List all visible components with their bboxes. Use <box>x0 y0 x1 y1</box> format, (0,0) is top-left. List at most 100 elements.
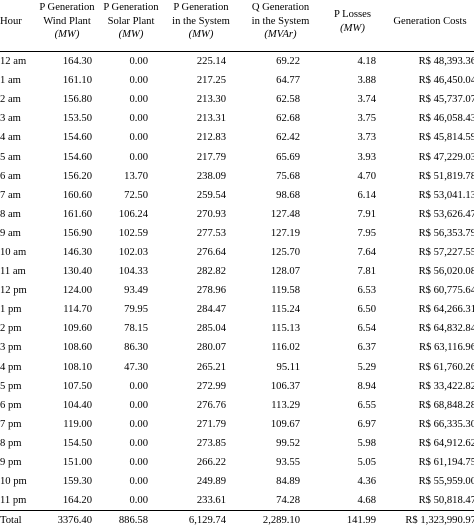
row-wind: 107.50 <box>62 380 92 392</box>
row-cost: R$ 64,266.31 <box>418 304 474 316</box>
table-row: 11 pm 164.20 0.00 233.61 74.28 4.68 R$ 50,818.… <box>0 491 474 511</box>
row-cost: R$ 45,737.07 <box>418 94 474 106</box>
row-losses: 4.70 <box>357 170 376 182</box>
header-wind-plant: P Generation Wind Plant (MW) <box>34 0 100 52</box>
row-q-system: 62.42 <box>276 132 300 144</box>
row-solar: 13.70 <box>124 170 148 182</box>
row-hour: 4 pm <box>0 361 22 373</box>
row-q-system: 65.69 <box>276 151 300 163</box>
row-losses: 3.93 <box>357 151 376 163</box>
header-p-unit: (MW) <box>188 29 214 41</box>
table-row: 9 am 156.90 102.59 277.53 127.19 7.95 R$ 56,35… <box>0 224 474 243</box>
row-p-system: 259.54 <box>196 189 226 201</box>
total-row: Total 3376.40 886.58 6,129.74 2,289.10 1… <box>0 510 474 530</box>
row-hour: 1 am <box>0 75 21 87</box>
row-hour: 10 pm <box>0 476 27 488</box>
table-row: 10 pm 159.30 0.00 249.89 84.89 4.36 R$ 55,959.… <box>0 472 474 491</box>
row-wind: 104.40 <box>62 399 92 411</box>
row-q-system: 74.28 <box>276 495 300 507</box>
row-losses: 4.18 <box>357 56 376 68</box>
row-p-system: 233.61 <box>196 495 226 507</box>
row-solar: 102.59 <box>118 227 148 239</box>
row-losses: 5.05 <box>357 457 376 469</box>
row-cost: R$ 46,058.43 <box>418 113 474 125</box>
header-q-line2: in the System <box>251 15 310 27</box>
row-hour: 12 am <box>0 56 27 68</box>
row-solar: 0.00 <box>129 476 148 488</box>
row-q-system: 93.55 <box>276 457 300 469</box>
row-p-system: 273.85 <box>196 437 226 449</box>
row-solar: 93.49 <box>124 285 148 297</box>
table-row: 3 pm 108.60 86.30 280.07 116.02 6.37 R$ 63,116… <box>0 338 474 357</box>
row-cost: R$ 61,760.26 <box>418 361 474 373</box>
row-q-system: 119.58 <box>271 285 300 297</box>
row-cost: R$ 53,626.47 <box>418 208 474 220</box>
row-cost: R$ 50,818.47 <box>418 495 474 507</box>
row-q-system: 127.19 <box>270 227 300 239</box>
total-solar: 886.58 <box>100 510 162 530</box>
row-q-system: 128.07 <box>270 266 300 278</box>
table-row: 4 am 154.60 0.00 212.83 62.42 3.73 R$ 45,814.5… <box>0 128 474 147</box>
header-p-line2: in the System <box>172 15 230 27</box>
row-cost: R$ 51,819.78 <box>418 170 474 182</box>
table-row: 2 am 156.80 0.00 213.30 62.58 3.74 R$ 45,737.0… <box>0 90 474 109</box>
row-hour: 11 pm <box>0 495 27 507</box>
row-solar: 0.00 <box>129 418 148 430</box>
row-cost: R$ 61,194.75 <box>418 457 474 469</box>
row-wind: 130.40 <box>62 266 92 278</box>
row-wind: 108.60 <box>62 342 92 354</box>
row-wind: 156.80 <box>62 94 92 106</box>
row-solar: 0.00 <box>129 399 148 411</box>
row-wind: 161.60 <box>62 208 92 220</box>
header-hour: Hour <box>0 0 34 52</box>
table-row: 2 pm 109.60 78.15 285.04 115.13 6.54 R$ 64,832… <box>0 319 474 338</box>
row-wind: 156.90 <box>62 227 92 239</box>
table-row: 12 pm 124.00 93.49 278.96 119.58 6.53 R$ 60,77… <box>0 281 474 300</box>
row-solar: 0.00 <box>129 56 148 68</box>
row-losses: 3.88 <box>357 75 376 87</box>
row-p-system: 225.14 <box>196 56 226 68</box>
row-p-system: 280.07 <box>196 342 226 354</box>
table-row: 11 am 130.40 104.33 282.82 128.07 7.81 R$ 56,0… <box>0 262 474 281</box>
total-losses: 141.99 <box>321 510 384 530</box>
header-wind-line1: P Generation <box>39 2 95 14</box>
row-q-system: 62.68 <box>276 113 300 125</box>
row-p-system: 285.04 <box>196 323 226 335</box>
row-cost: R$ 64,912.62 <box>418 437 474 449</box>
table-row: 6 pm 104.40 0.00 276.76 113.29 6.55 R$ 68,848.… <box>0 396 474 415</box>
row-p-system: 212.83 <box>196 132 226 144</box>
row-cost: R$ 57,227.55 <box>418 246 474 258</box>
row-losses: 7.91 <box>357 208 376 220</box>
row-p-system: 271.79 <box>196 418 226 430</box>
row-losses: 4.68 <box>357 495 376 507</box>
table-row: 10 am 146.30 102.03 276.64 125.70 7.64 R$ 57,2… <box>0 243 474 262</box>
row-wind: 153.50 <box>62 113 92 125</box>
header-solar-line2: Solar Plant <box>107 15 155 27</box>
row-q-system: 98.68 <box>276 189 300 201</box>
header-q-line1: Q Generation <box>251 2 310 14</box>
row-solar: 0.00 <box>129 113 148 125</box>
row-wind: 159.30 <box>62 476 92 488</box>
row-hour: 8 pm <box>0 437 22 449</box>
row-hour: 9 am <box>0 227 21 239</box>
row-p-system: 265.21 <box>196 361 226 373</box>
header-losses-unit: (MW) <box>340 22 365 34</box>
table-row: 5 pm 107.50 0.00 272.99 106.37 8.94 R$ 33,422.… <box>0 377 474 396</box>
row-cost: R$ 48,393.36 <box>418 56 474 68</box>
table-row: 1 am 161.10 0.00 217.25 64.77 3.88 R$ 46,450.0… <box>0 71 474 90</box>
row-wind: 114.70 <box>63 304 92 316</box>
row-wind: 164.20 <box>62 495 92 507</box>
row-solar: 0.00 <box>129 457 148 469</box>
row-cost: R$ 63,116.96 <box>419 342 474 354</box>
row-losses: 4.36 <box>357 476 376 488</box>
row-hour: 8 am <box>0 208 21 220</box>
row-q-system: 115.24 <box>271 304 300 316</box>
row-cost: R$ 33,422.82 <box>418 380 474 392</box>
row-hour: 9 pm <box>0 457 22 469</box>
row-hour: 3 pm <box>0 342 22 354</box>
row-wind: 108.10 <box>62 361 92 373</box>
row-p-system: 266.22 <box>196 457 226 469</box>
row-losses: 3.75 <box>357 113 376 125</box>
row-cost: R$ 66,335.30 <box>418 418 474 430</box>
table-row: 6 am 156.20 13.70 238.09 75.68 4.70 R$ 51,819.… <box>0 167 474 186</box>
